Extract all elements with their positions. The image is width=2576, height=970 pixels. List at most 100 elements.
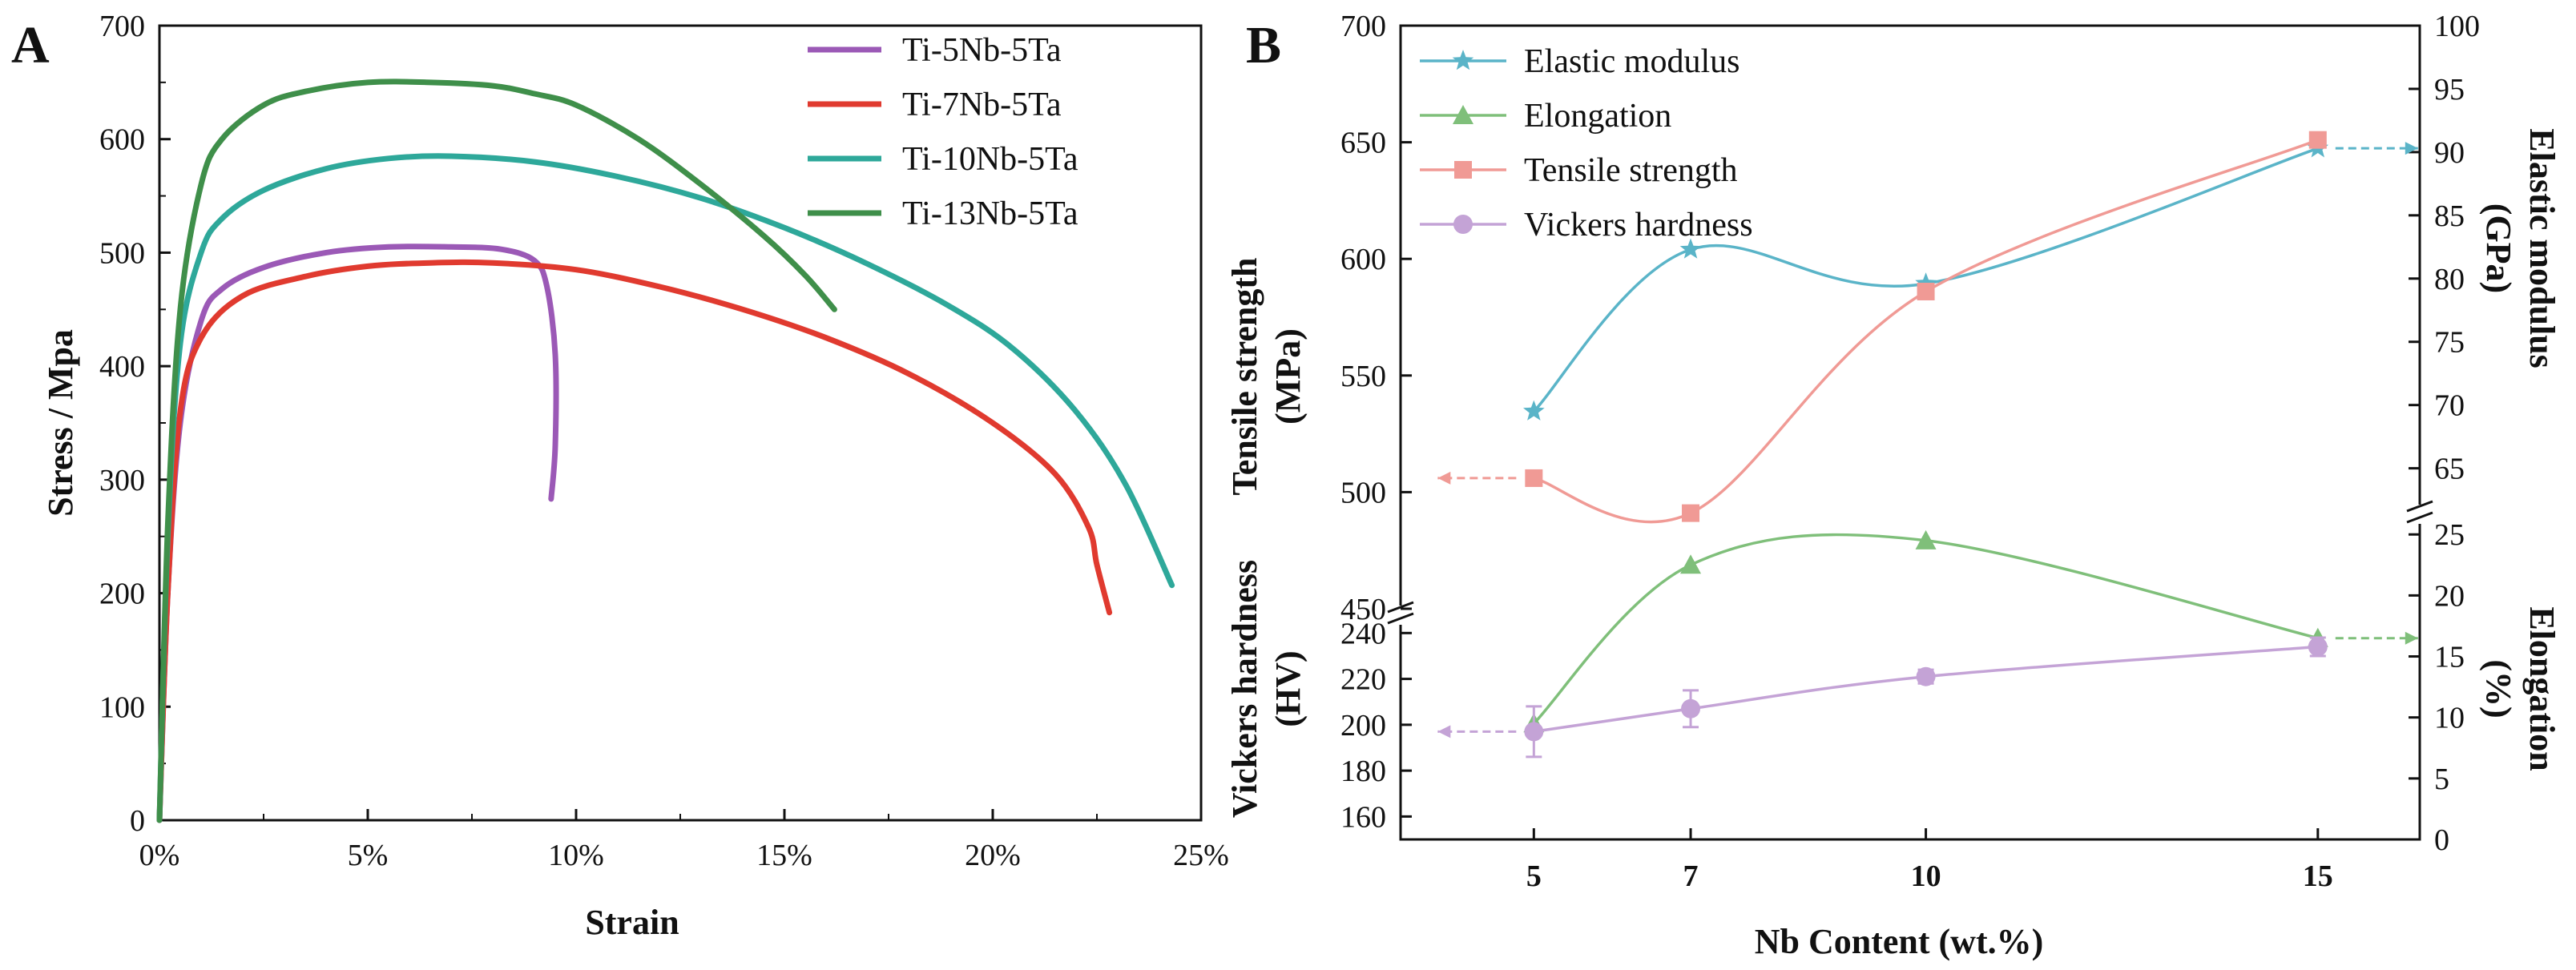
axis-break-mark <box>2406 511 2433 524</box>
panel-a-y-axis-label: Stress / Mpa <box>41 329 80 517</box>
right-lower-tick-label: 25 <box>2434 518 2465 552</box>
y-tick-label: 100 <box>99 690 145 724</box>
legend-label: Elastic modulus <box>1524 43 1740 80</box>
panel-b: B 45050055060065070016018020022024065707… <box>1225 10 2562 961</box>
panel-b-right-lower-label-line2: (%) <box>2479 659 2518 718</box>
series-line-Ti-10Nb-5Ta <box>156 153 1175 823</box>
x-tick-label: 15% <box>756 839 812 872</box>
right-upper-tick-label: 90 <box>2434 136 2465 170</box>
right-lower-tick-label: 10 <box>2434 702 2465 735</box>
series-line-Ti-7Nb-5Ta <box>156 259 1113 823</box>
x-tick-label: 10 <box>1911 859 1941 893</box>
panel-b-x-axis-label: Nb Content (wt.%) <box>1755 922 2044 961</box>
panel-b-label: B <box>1246 16 1281 74</box>
x-tick-label: 15 <box>2303 859 2333 893</box>
left-lower-tick-label: 160 <box>1340 800 1386 834</box>
left-upper-tick-label: 500 <box>1340 476 1386 509</box>
legend-label: Tensile strength <box>1524 152 1738 189</box>
right-lower-tick-label: 0 <box>2434 823 2449 857</box>
y-tick-label: 700 <box>99 10 145 43</box>
axis-break-mark <box>1387 612 1414 625</box>
x-tick-label: 0% <box>139 839 180 872</box>
panel-a-label: A <box>11 16 50 74</box>
data-point-Vickers hardness <box>1916 666 1936 686</box>
panel-b-legend: Elastic modulus Elongation Tensile strengt… <box>1420 43 1753 244</box>
legend-label: Ti-10Nb-5Ta <box>902 141 1078 178</box>
axis-indicator-arrowhead <box>1437 471 1451 485</box>
panel-a-x-axis-label: Strain <box>585 903 679 942</box>
left-upper-tick-label: 650 <box>1340 127 1386 160</box>
y-tick-label: 600 <box>99 123 145 157</box>
legend-label: Ti-13Nb-5Ta <box>902 195 1078 232</box>
legend-swatch-marker <box>1453 215 1473 234</box>
legend-label: Ti-5Nb-5Ta <box>902 32 1062 69</box>
panel-b-series <box>1437 131 2418 759</box>
series-line-Ti-13Nb-5Ta <box>156 78 837 823</box>
right-upper-tick-label: 70 <box>2434 389 2465 423</box>
panel-a: A 0% 5% 10% 15% 20% 25% 0 100 200 300 400 500 600 70… <box>11 10 1229 942</box>
x-tick-label: 25% <box>1173 839 1229 872</box>
panel-b-left-lower-label-line2: (HV) <box>1268 650 1308 726</box>
y-tick-label: 200 <box>99 578 145 611</box>
panel-b-right-upper-label-line1: Elastic modulus <box>2522 128 2562 368</box>
panel-b-left-upper-label-line1: Tensile strength <box>1225 257 1264 495</box>
data-point-Tensile strength <box>2308 131 2327 149</box>
panel-a-series <box>156 78 1175 823</box>
left-lower-tick-label: 180 <box>1340 755 1386 788</box>
data-point-Vickers hardness <box>1524 722 1544 742</box>
panel-b-right-lower-label-line1: Elongation <box>2522 606 2562 771</box>
right-lower-tick-label: 15 <box>2434 641 2465 674</box>
panel-b-plot-frame <box>1399 24 2421 841</box>
data-point-Tensile strength <box>1525 469 1543 487</box>
panel-b-right-upper-label-line2: (GPa) <box>2479 203 2518 293</box>
panel-a-x-ticks: 0% 5% 10% 15% 20% 25% <box>139 809 1229 872</box>
data-point-Elastic modulus <box>1915 272 1937 293</box>
left-upper-tick-label: 450 <box>1340 593 1386 626</box>
x-tick-label: 5% <box>348 839 389 872</box>
right-upper-tick-label: 75 <box>2434 326 2465 360</box>
legend-label: Elongation <box>1524 98 1671 135</box>
legend-swatch-marker <box>1453 105 1473 124</box>
legend-swatch-marker <box>1452 50 1474 70</box>
series-line-Vickers hardness <box>1534 645 2318 734</box>
panel-b-left-upper-label-line2: (MPa) <box>1268 328 1308 425</box>
right-upper-tick-label: 80 <box>2434 263 2465 296</box>
y-tick-label: 300 <box>99 464 145 497</box>
axis-indicator-arrowhead <box>2405 631 2418 645</box>
data-point-Elastic modulus <box>1523 400 1545 421</box>
x-tick-label: 5 <box>1526 859 1542 893</box>
right-upper-tick-label: 65 <box>2434 453 2465 486</box>
panel-a-legend: Ti-5Nb-5Ta Ti-7Nb-5Ta Ti-10Nb-5Ta Ti-13Nb-5… <box>808 32 1078 232</box>
right-upper-tick-label: 100 <box>2434 10 2480 43</box>
series-line-Elastic modulus <box>1533 147 2319 413</box>
legend-label: Ti-7Nb-5Ta <box>902 87 1062 123</box>
left-lower-tick-label: 220 <box>1340 663 1386 697</box>
right-lower-tick-label: 5 <box>2434 763 2449 796</box>
data-point-Tensile strength <box>1682 504 1700 522</box>
left-upper-tick-label: 700 <box>1340 10 1386 43</box>
axis-break-mark <box>2406 500 2433 513</box>
panel-a-y-ticks: 0 100 200 300 400 500 600 700 <box>99 10 171 838</box>
panel-b-axes: 4505005506006507001601802002202406570758… <box>1340 10 2480 893</box>
y-tick-label: 0 <box>130 804 145 838</box>
axis-break-mark <box>1387 601 1414 614</box>
axis-indicator-arrowhead <box>1437 725 1451 739</box>
data-point-Elongation <box>1915 529 1937 549</box>
left-lower-tick-label: 240 <box>1340 617 1386 650</box>
right-upper-tick-label: 95 <box>2434 73 2465 107</box>
data-point-Tensile strength <box>1917 282 1935 300</box>
y-tick-label: 400 <box>99 350 145 384</box>
y-tick-label: 500 <box>99 236 145 270</box>
x-tick-label: 20% <box>965 839 1021 872</box>
series-line-Ti-5Nb-5Ta <box>156 244 559 823</box>
data-point-Elastic modulus <box>1679 238 1702 259</box>
series-line-Tensile strength <box>1533 139 2319 524</box>
x-tick-label: 7 <box>1683 859 1699 893</box>
data-point-Elongation <box>1680 554 1702 574</box>
legend-label: Vickers hardness <box>1524 207 1753 244</box>
legend-swatch-marker <box>1454 161 1472 179</box>
left-upper-tick-label: 600 <box>1340 243 1386 276</box>
x-tick-label: 10% <box>548 839 604 872</box>
left-upper-tick-label: 550 <box>1340 360 1386 393</box>
